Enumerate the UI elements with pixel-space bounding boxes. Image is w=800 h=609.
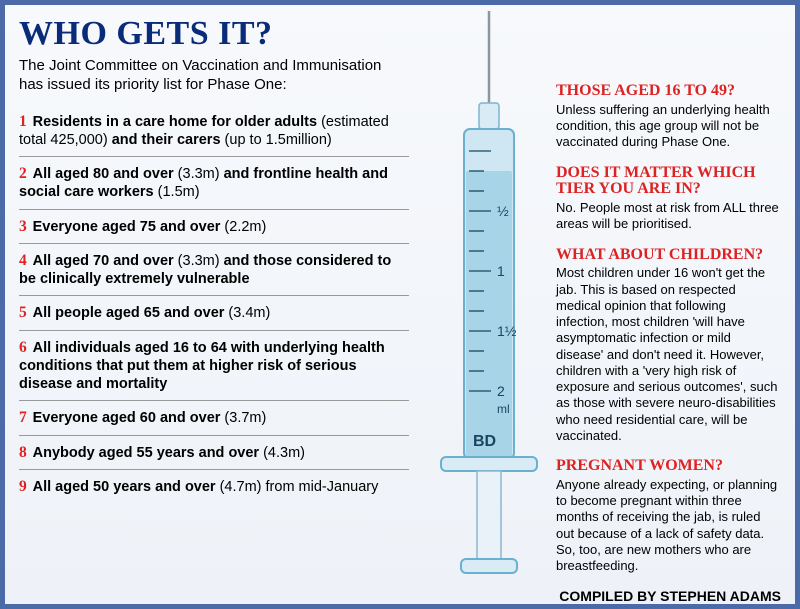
priority-item-2: 2 All aged 80 and over (3.3m) and frontl… — [19, 157, 409, 210]
item-bold: All aged 70 and over — [33, 253, 174, 269]
compiled-by: COMPILED BY STEPHEN ADAMS — [556, 588, 781, 604]
priority-item-9: 9 All aged 50 years and over (4.7m) from… — [19, 470, 409, 503]
item-paren: (2.2m) — [220, 219, 266, 235]
syringe-mark-1: 1 — [497, 263, 505, 279]
priority-list: 1 Residents in a care home for older adu… — [19, 105, 409, 504]
item-number: 7 — [19, 409, 31, 426]
priority-item-5: 5 All people aged 65 and over (3.4m) — [19, 296, 409, 330]
item-number: 1 — [19, 113, 31, 130]
syringe-brand: BD — [473, 433, 496, 450]
syringe-ml: ml — [497, 402, 510, 416]
syringe-mark-1half: 1½ — [497, 323, 517, 339]
qa-body: Unless suffering an underlying health co… — [556, 102, 781, 151]
item-bold: All people aged 65 and over — [33, 305, 225, 321]
priority-item-7: 7 Everyone aged 60 and over (3.7m) — [19, 401, 409, 435]
item-paren: (4.7m) from mid-January — [216, 479, 379, 495]
item-paren2: (1.5m) — [154, 184, 200, 200]
item-bold: Everyone aged 75 and over — [33, 219, 221, 235]
qa-block-3: PREGNANT WOMEN? Anyone already expecting,… — [556, 458, 781, 574]
item-paren2: (up to 1.5million) — [221, 132, 332, 148]
qa-block-1: DOES IT MATTER WHICH TIER YOU ARE IN?No.… — [556, 165, 781, 233]
main-title: WHO GETS IT? — [19, 15, 409, 53]
item-number: 2 — [19, 165, 31, 182]
item-bold: All individuals aged 16 to 64 with under… — [19, 340, 385, 393]
priority-item-8: 8 Anybody aged 55 years and over (4.3m) — [19, 436, 409, 470]
item-number: 4 — [19, 252, 31, 269]
item-paren: (3.3m) — [174, 166, 224, 182]
qa-block-0: THOSE AGED 16 TO 49? Unless suffering an … — [556, 83, 781, 151]
item-number: 8 — [19, 444, 31, 461]
item-paren: (3.4m) — [224, 305, 270, 321]
qa-body: Most children under 16 won't get the jab… — [556, 265, 781, 444]
item-bold: All aged 80 and over — [33, 166, 174, 182]
infographic-container: WHO GETS IT? The Joint Committee on Vacc… — [0, 0, 800, 609]
priority-item-1: 1 Residents in a care home for older adu… — [19, 105, 409, 158]
qa-title: PREGNANT WOMEN? — [556, 458, 781, 475]
item-number: 6 — [19, 339, 31, 356]
item-bold: Anybody aged 55 years and over — [33, 445, 259, 461]
priority-item-6: 6 All individuals aged 16 to 64 with und… — [19, 331, 409, 402]
left-column: WHO GETS IT? The Joint Committee on Vacc… — [19, 15, 409, 504]
qa-title: DOES IT MATTER WHICH TIER YOU ARE IN? — [556, 165, 781, 199]
item-bold: All aged 50 years and over — [33, 479, 216, 495]
item-paren: (3.7m) — [220, 410, 266, 426]
syringe-mark-2: 2 — [497, 383, 505, 399]
qa-body: Anyone already expecting, or planning to… — [556, 477, 781, 575]
item-bold: Everyone aged 60 and over — [33, 410, 221, 426]
item-bold2: and their carers — [112, 132, 221, 148]
item-number: 3 — [19, 218, 31, 235]
subtitle: The Joint Committee on Vaccination and I… — [19, 57, 409, 95]
qa-title: WHAT ABOUT CHILDREN? — [556, 247, 781, 264]
qa-body: No. People most at risk from ALL three a… — [556, 200, 781, 233]
syringe-illustration: ½ 1 1½ 2 ml BD — [419, 11, 559, 601]
item-paren: (3.3m) — [174, 253, 224, 269]
right-column: THOSE AGED 16 TO 49? Unless suffering an … — [556, 83, 781, 604]
qa-title: THOSE AGED 16 TO 49? — [556, 83, 781, 100]
priority-item-3: 3 Everyone aged 75 and over (2.2m) — [19, 210, 409, 244]
item-paren: (4.3m) — [259, 445, 305, 461]
syringe-mark-half: ½ — [497, 203, 509, 219]
qa-block-2: WHAT ABOUT CHILDREN?Most children under … — [556, 247, 781, 445]
item-bold: Residents in a care home for older adult… — [33, 114, 317, 130]
priority-item-4: 4 All aged 70 and over (3.3m) and those … — [19, 244, 409, 297]
item-number: 5 — [19, 304, 31, 321]
item-number: 9 — [19, 478, 31, 495]
